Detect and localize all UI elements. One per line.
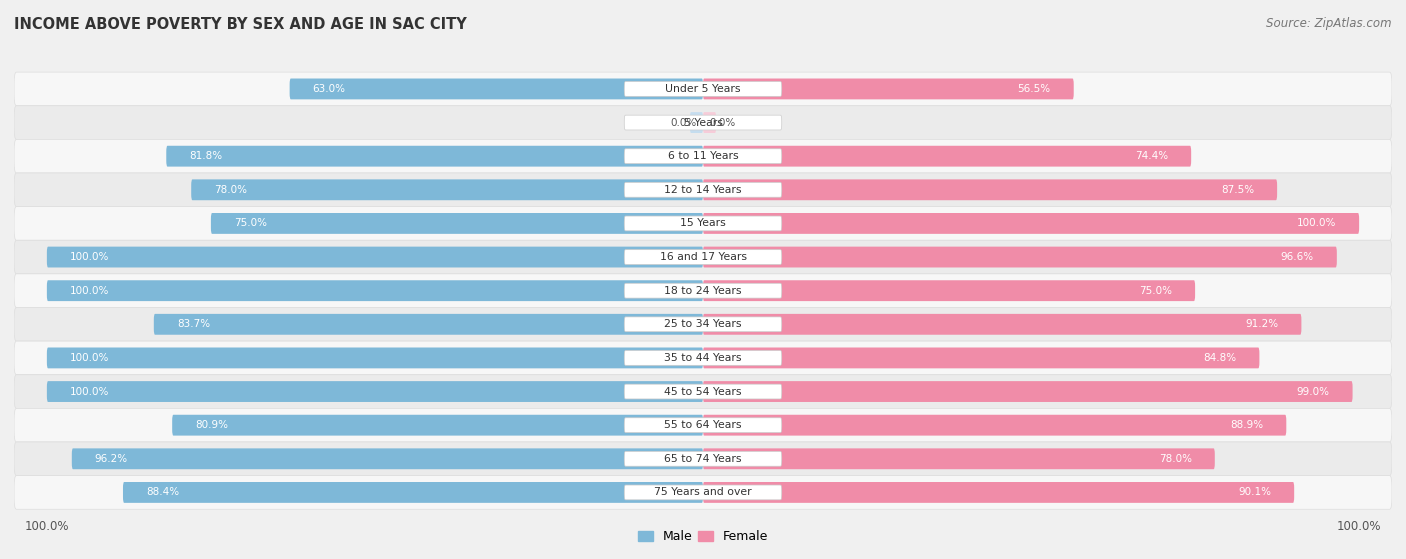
FancyBboxPatch shape — [624, 317, 782, 331]
FancyBboxPatch shape — [14, 307, 1392, 341]
Text: 78.0%: 78.0% — [1159, 454, 1192, 464]
Text: 78.0%: 78.0% — [214, 185, 247, 195]
FancyBboxPatch shape — [72, 448, 703, 469]
Text: 100.0%: 100.0% — [1296, 219, 1336, 229]
FancyBboxPatch shape — [624, 418, 782, 433]
FancyBboxPatch shape — [166, 146, 703, 167]
FancyBboxPatch shape — [624, 452, 782, 466]
FancyBboxPatch shape — [703, 179, 1277, 200]
Text: 12 to 14 Years: 12 to 14 Years — [664, 185, 742, 195]
Text: 45 to 54 Years: 45 to 54 Years — [664, 387, 742, 396]
Text: 81.8%: 81.8% — [190, 151, 222, 161]
Text: 100.0%: 100.0% — [70, 387, 110, 396]
FancyBboxPatch shape — [690, 112, 703, 133]
Text: 96.6%: 96.6% — [1281, 252, 1313, 262]
FancyBboxPatch shape — [191, 179, 703, 200]
Text: 100.0%: 100.0% — [70, 252, 110, 262]
Text: 25 to 34 Years: 25 to 34 Years — [664, 319, 742, 329]
FancyBboxPatch shape — [703, 482, 1294, 503]
FancyBboxPatch shape — [14, 375, 1392, 409]
Text: 80.9%: 80.9% — [195, 420, 228, 430]
Text: 90.1%: 90.1% — [1239, 487, 1271, 498]
Text: 15 Years: 15 Years — [681, 219, 725, 229]
FancyBboxPatch shape — [624, 384, 782, 399]
Text: 75 Years and over: 75 Years and over — [654, 487, 752, 498]
Text: 18 to 24 Years: 18 to 24 Years — [664, 286, 742, 296]
Text: 16 and 17 Years: 16 and 17 Years — [659, 252, 747, 262]
Text: INCOME ABOVE POVERTY BY SEX AND AGE IN SAC CITY: INCOME ABOVE POVERTY BY SEX AND AGE IN S… — [14, 17, 467, 32]
FancyBboxPatch shape — [46, 247, 703, 267]
FancyBboxPatch shape — [153, 314, 703, 335]
FancyBboxPatch shape — [14, 207, 1392, 240]
Text: 100.0%: 100.0% — [70, 286, 110, 296]
Text: 63.0%: 63.0% — [312, 84, 346, 94]
FancyBboxPatch shape — [624, 250, 782, 264]
Text: 0.0%: 0.0% — [671, 117, 696, 127]
FancyBboxPatch shape — [624, 216, 782, 231]
FancyBboxPatch shape — [46, 381, 703, 402]
FancyBboxPatch shape — [703, 78, 1074, 100]
Text: 83.7%: 83.7% — [177, 319, 209, 329]
Text: 88.9%: 88.9% — [1230, 420, 1264, 430]
Text: 75.0%: 75.0% — [1139, 286, 1173, 296]
Text: 65 to 74 Years: 65 to 74 Years — [664, 454, 742, 464]
FancyBboxPatch shape — [122, 482, 703, 503]
Text: 5 Years: 5 Years — [683, 117, 723, 127]
Text: 6 to 11 Years: 6 to 11 Years — [668, 151, 738, 161]
FancyBboxPatch shape — [14, 409, 1392, 442]
FancyBboxPatch shape — [624, 283, 782, 298]
FancyBboxPatch shape — [14, 106, 1392, 139]
FancyBboxPatch shape — [14, 139, 1392, 173]
FancyBboxPatch shape — [14, 274, 1392, 307]
FancyBboxPatch shape — [703, 381, 1353, 402]
FancyBboxPatch shape — [172, 415, 703, 435]
FancyBboxPatch shape — [703, 314, 1302, 335]
FancyBboxPatch shape — [703, 448, 1215, 469]
Text: 84.8%: 84.8% — [1204, 353, 1236, 363]
Text: 35 to 44 Years: 35 to 44 Years — [664, 353, 742, 363]
FancyBboxPatch shape — [14, 341, 1392, 375]
FancyBboxPatch shape — [624, 182, 782, 197]
FancyBboxPatch shape — [290, 78, 703, 100]
FancyBboxPatch shape — [14, 173, 1392, 207]
FancyBboxPatch shape — [703, 348, 1260, 368]
Text: 55 to 64 Years: 55 to 64 Years — [664, 420, 742, 430]
FancyBboxPatch shape — [14, 240, 1392, 274]
FancyBboxPatch shape — [624, 149, 782, 164]
FancyBboxPatch shape — [703, 213, 1360, 234]
Text: Under 5 Years: Under 5 Years — [665, 84, 741, 94]
FancyBboxPatch shape — [703, 112, 716, 133]
Text: 56.5%: 56.5% — [1018, 84, 1050, 94]
Text: 100.0%: 100.0% — [70, 353, 110, 363]
FancyBboxPatch shape — [624, 485, 782, 500]
Text: 96.2%: 96.2% — [94, 454, 128, 464]
FancyBboxPatch shape — [14, 442, 1392, 476]
FancyBboxPatch shape — [624, 350, 782, 366]
Legend: Male, Female: Male, Female — [633, 525, 773, 548]
FancyBboxPatch shape — [703, 280, 1195, 301]
Text: 99.0%: 99.0% — [1296, 387, 1330, 396]
FancyBboxPatch shape — [703, 415, 1286, 435]
FancyBboxPatch shape — [211, 213, 703, 234]
Text: 87.5%: 87.5% — [1220, 185, 1254, 195]
FancyBboxPatch shape — [624, 115, 782, 130]
Text: 88.4%: 88.4% — [146, 487, 179, 498]
FancyBboxPatch shape — [46, 280, 703, 301]
Text: 74.4%: 74.4% — [1135, 151, 1168, 161]
FancyBboxPatch shape — [703, 146, 1191, 167]
Text: 0.0%: 0.0% — [710, 117, 735, 127]
FancyBboxPatch shape — [14, 476, 1392, 509]
Text: Source: ZipAtlas.com: Source: ZipAtlas.com — [1267, 17, 1392, 30]
Text: 75.0%: 75.0% — [233, 219, 267, 229]
FancyBboxPatch shape — [703, 247, 1337, 267]
FancyBboxPatch shape — [14, 72, 1392, 106]
FancyBboxPatch shape — [46, 348, 703, 368]
Text: 91.2%: 91.2% — [1246, 319, 1278, 329]
FancyBboxPatch shape — [624, 82, 782, 96]
